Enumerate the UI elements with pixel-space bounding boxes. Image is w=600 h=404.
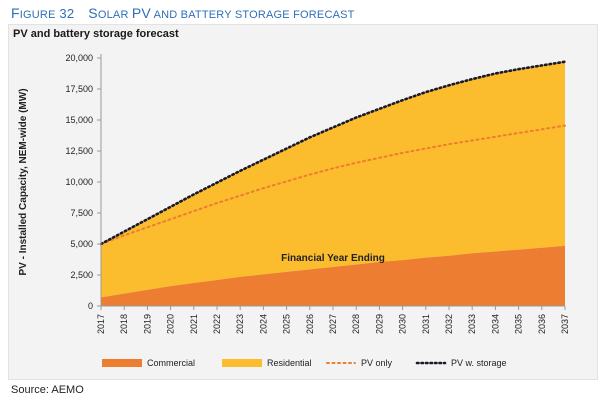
legend-residential-swatch (222, 359, 262, 367)
x-tick-label: 2035 (514, 314, 524, 334)
figure-title-part1: OLAR (97, 9, 132, 21)
x-tick-label: 2025 (282, 314, 292, 334)
figure-title-part2: AND BATTERY STORAGE FORECAST (150, 9, 355, 21)
x-tick-label: 2022 (212, 314, 222, 334)
y-tick-label: 15,000 (65, 115, 93, 125)
y-tick-label: 20,000 (65, 53, 93, 63)
residential-area (101, 61, 565, 298)
x-tick-label: 2030 (398, 314, 408, 334)
figure-title-pv: PV (131, 5, 151, 21)
x-axis-label: Financial Year Ending (281, 253, 385, 264)
figure-title-initial: S (88, 5, 98, 21)
x-tick-label: 2020 (166, 314, 176, 334)
x-tick-label: 2024 (258, 314, 268, 334)
figure-number-initial: F (11, 5, 20, 21)
chart-panel: 0 2,500 5,000 7,500 10,000 12,500 15,000 17,500… (8, 24, 598, 380)
x-tick-label: 2037 (560, 314, 570, 334)
y-tick-label: 2,500 (70, 270, 93, 280)
y-tick-label: 5,000 (70, 239, 93, 249)
x-tick-label: 2017 (96, 314, 106, 334)
x-tick-label: 2033 (467, 314, 477, 334)
commercial-area (101, 245, 565, 306)
x-tick-label: 2028 (351, 314, 361, 334)
y-tick-label: 17,500 (65, 84, 93, 94)
legend: Commercial Residential PV only PV w. storag… (102, 358, 507, 368)
x-tick-label: 2018 (119, 314, 129, 334)
y-tick-label: 0 (88, 301, 93, 311)
legend-commercial-label: Commercial (147, 358, 195, 368)
area-chart: 0 2,500 5,000 7,500 10,000 12,500 15,000 17,500… (18, 53, 570, 368)
x-tick-label: 2023 (235, 314, 245, 334)
x-tick-label: 2036 (537, 314, 547, 334)
x-tick-label: 2031 (421, 314, 431, 334)
x-tick-label: 2032 (444, 314, 454, 334)
y-tick-label: 10,000 (65, 177, 93, 187)
x-tick-label: 2021 (189, 314, 199, 334)
legend-commercial-swatch (102, 359, 142, 367)
legend-pv-storage-label: PV w. storage (451, 358, 507, 368)
pv-only-line (100, 124, 566, 245)
x-tick-label: 2029 (374, 314, 384, 334)
x-tick-label: 2019 (142, 314, 152, 334)
y-tick-label: 12,500 (65, 146, 93, 156)
y-tick-label: 7,500 (70, 208, 93, 218)
legend-pv-only-label: PV only (361, 358, 393, 368)
legend-residential-label: Residential (267, 358, 312, 368)
figure-number-rest: IGURE (19, 9, 56, 21)
chart-title: PV and battery storage forecast (13, 28, 179, 40)
figure-number: 32 (59, 6, 75, 21)
x-tick-label: 2027 (328, 314, 338, 334)
x-tick-label: 2034 (490, 314, 500, 334)
figure-caption: FIGURE 32 SOLAR PV AND BATTERY STORAGE FO… (11, 5, 355, 21)
x-tick-label: 2026 (305, 314, 315, 334)
pv-storage-line (99, 60, 567, 246)
source-note: Source: AEMO (11, 384, 84, 396)
y-axis-label: PV - Installed Capacity, NEM-wide (MW) (18, 88, 29, 275)
